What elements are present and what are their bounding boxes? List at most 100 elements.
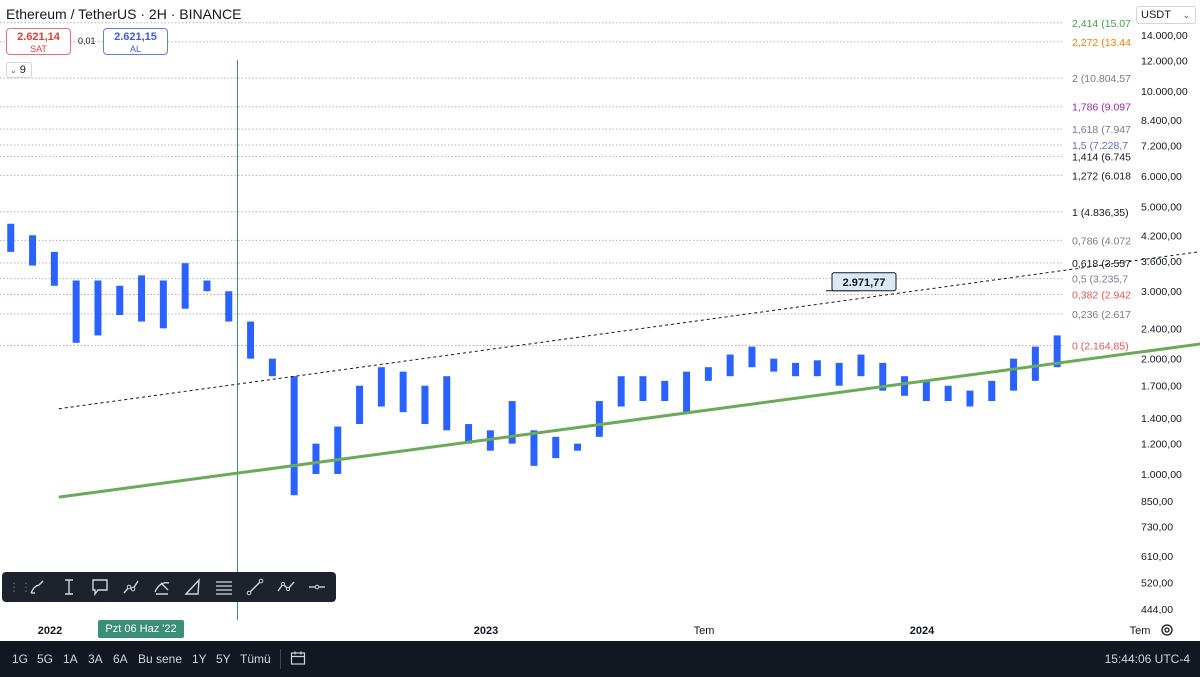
chevron-down-icon: ⌄	[1182, 10, 1190, 20]
clock-timezone[interactable]: 15:44:06 UTC-4	[1104, 652, 1190, 666]
polyline-icon[interactable]	[270, 575, 301, 599]
y-axis-tick-label: 850,00	[1141, 496, 1173, 508]
range-6a-button[interactable]: 6A	[113, 652, 128, 666]
y-axis-tick-label: 3.600,00	[1141, 256, 1182, 268]
fib-level-label: 0,786 (4.072	[1072, 235, 1131, 247]
range-all-button[interactable]: Tümü	[240, 652, 271, 666]
symbol-title[interactable]: Ethereum / TetherUS · 2H · BINANCE	[6, 6, 242, 22]
y-axis-tick-label: 10.000,00	[1141, 86, 1188, 98]
candle-body	[334, 426, 342, 474]
candle-body	[203, 280, 211, 292]
candle-body	[138, 275, 146, 322]
fib-level-label: 1,618 (7.947	[1072, 124, 1131, 136]
range-1a-button[interactable]: 1A	[63, 652, 78, 666]
range-1g-button[interactable]: 1G	[12, 652, 29, 666]
candle-body	[356, 385, 364, 425]
candle-body	[922, 380, 930, 402]
crosshair-date-label: Pzt 06 Haz '22	[98, 620, 184, 638]
divider	[280, 649, 281, 669]
settings-gear-icon[interactable]	[1160, 623, 1174, 637]
y-axis-tick-label: 1.700,00	[1141, 381, 1182, 393]
candles	[7, 223, 1061, 496]
candle-body	[879, 362, 887, 391]
path-icon[interactable]	[115, 575, 146, 599]
buy-price: 2.621,15	[114, 31, 157, 43]
fib-level-label: 0,382 (2.942	[1072, 289, 1131, 301]
candle-body	[399, 371, 407, 413]
fib-level-label: 0,236 (2.617	[1072, 309, 1131, 321]
y-axis-tick-label: 4.200,00	[1141, 230, 1182, 242]
price-chart[interactable]: 2,414 (15.07 2,272 (13.44 2 (10.804,57 1,78…	[0, 0, 1200, 641]
y-axis-tick-label: 7.200,00	[1141, 141, 1182, 153]
candle-body	[813, 360, 821, 377]
parallel-lines-icon[interactable]	[208, 575, 239, 599]
range-5g-button[interactable]: 5G	[37, 652, 54, 666]
buy-label: AL	[129, 44, 141, 54]
brush-tool-icon[interactable]	[22, 575, 53, 599]
y-axis-tick-label: 444,00	[1141, 604, 1173, 616]
sell-button[interactable]: 2.621,14 SAT	[6, 28, 71, 55]
fib-level-label: 1,5 (7.228,7	[1072, 140, 1128, 152]
triangle-icon[interactable]	[177, 575, 208, 599]
buy-button[interactable]: 2.621,15 AL	[103, 28, 168, 55]
fib-level-label: 1 (4.836,35)	[1072, 207, 1129, 219]
range-5y-button[interactable]: 5Y	[216, 652, 231, 666]
horizontal-line-icon[interactable]	[301, 575, 332, 599]
drawn-lines: 2.971,77	[58, 251, 1200, 499]
candle-body	[312, 443, 320, 474]
drag-grip-icon[interactable]: ⋮⋮	[8, 580, 32, 594]
text-cursor-icon[interactable]	[53, 575, 84, 599]
callout-icon[interactable]	[84, 575, 115, 599]
candle-body	[595, 401, 603, 437]
candle-body	[574, 443, 582, 451]
candle-body	[704, 367, 712, 381]
y-axis-tick-label: 6.000,00	[1141, 171, 1182, 183]
candle-body	[377, 367, 385, 407]
sell-label: SAT	[30, 44, 47, 54]
candle-body	[268, 358, 276, 377]
y-axis-tick-label: 730,00	[1141, 521, 1173, 533]
candle-body	[530, 430, 538, 466]
candle-body	[72, 280, 80, 343]
candle-body	[966, 390, 974, 407]
candle-body	[247, 321, 255, 359]
x-axis-tick-label: 2022	[38, 625, 62, 637]
fib-level-label: 2 (10.804,57	[1072, 73, 1131, 85]
sell-price: 2.621,14	[17, 31, 60, 43]
currency-label: USDT	[1141, 9, 1171, 21]
range-3a-button[interactable]: 3A	[88, 652, 103, 666]
x-axis-tick-label: Tem	[1130, 625, 1151, 637]
price-label-box	[831, 272, 897, 292]
candle-body	[988, 380, 996, 402]
candle-body	[770, 358, 778, 372]
candle-body	[683, 371, 691, 413]
trendline-icon[interactable]	[239, 575, 270, 599]
indicators-collapse-button[interactable]: ⌄ 9	[6, 62, 32, 78]
channel-dashed-line	[58, 251, 1200, 410]
y-axis-tick-label: 520,00	[1141, 578, 1173, 590]
range-1y-button[interactable]: 1Y	[192, 652, 207, 666]
x-axis-tick-label: 2024	[910, 625, 935, 637]
y-axis-tick-label: 12.000,00	[1141, 56, 1188, 68]
y-axis-tick-label: 610,00	[1141, 551, 1173, 563]
fib-level-label: 1,414 (6.745	[1072, 151, 1131, 163]
spread-value: 0,01	[78, 36, 96, 46]
chevron-down-icon: ⌄	[10, 66, 17, 75]
candle-body	[50, 251, 58, 286]
y-axis-tick-label: 14.000,00	[1141, 30, 1188, 42]
candle-body	[225, 291, 233, 322]
range-ytd-button[interactable]: Bu sene	[138, 652, 183, 666]
calendar-icon[interactable]	[290, 650, 306, 666]
candle-body	[290, 376, 298, 496]
candle-body	[726, 354, 734, 377]
x-axis-tick-label: 2023	[474, 625, 498, 637]
candle-body	[421, 385, 429, 425]
candle-body	[94, 280, 102, 336]
bottom-toolbar: 1G 5G 1A 3A 6A Bu sene 1Y 5Y Tümü 15:44:…	[0, 641, 1200, 677]
fib-level-label: 1,786 (9.097	[1072, 102, 1131, 114]
fib-levels: 2,414 (15.07 2,272 (13.44 2 (10.804,57 1,78…	[0, 18, 1131, 352]
candle-body	[944, 385, 952, 402]
fib-icon[interactable]	[146, 575, 177, 599]
fib-level-label: 0 (2.164,85)	[1072, 340, 1129, 352]
currency-select[interactable]: USDT ⌄	[1136, 6, 1196, 24]
